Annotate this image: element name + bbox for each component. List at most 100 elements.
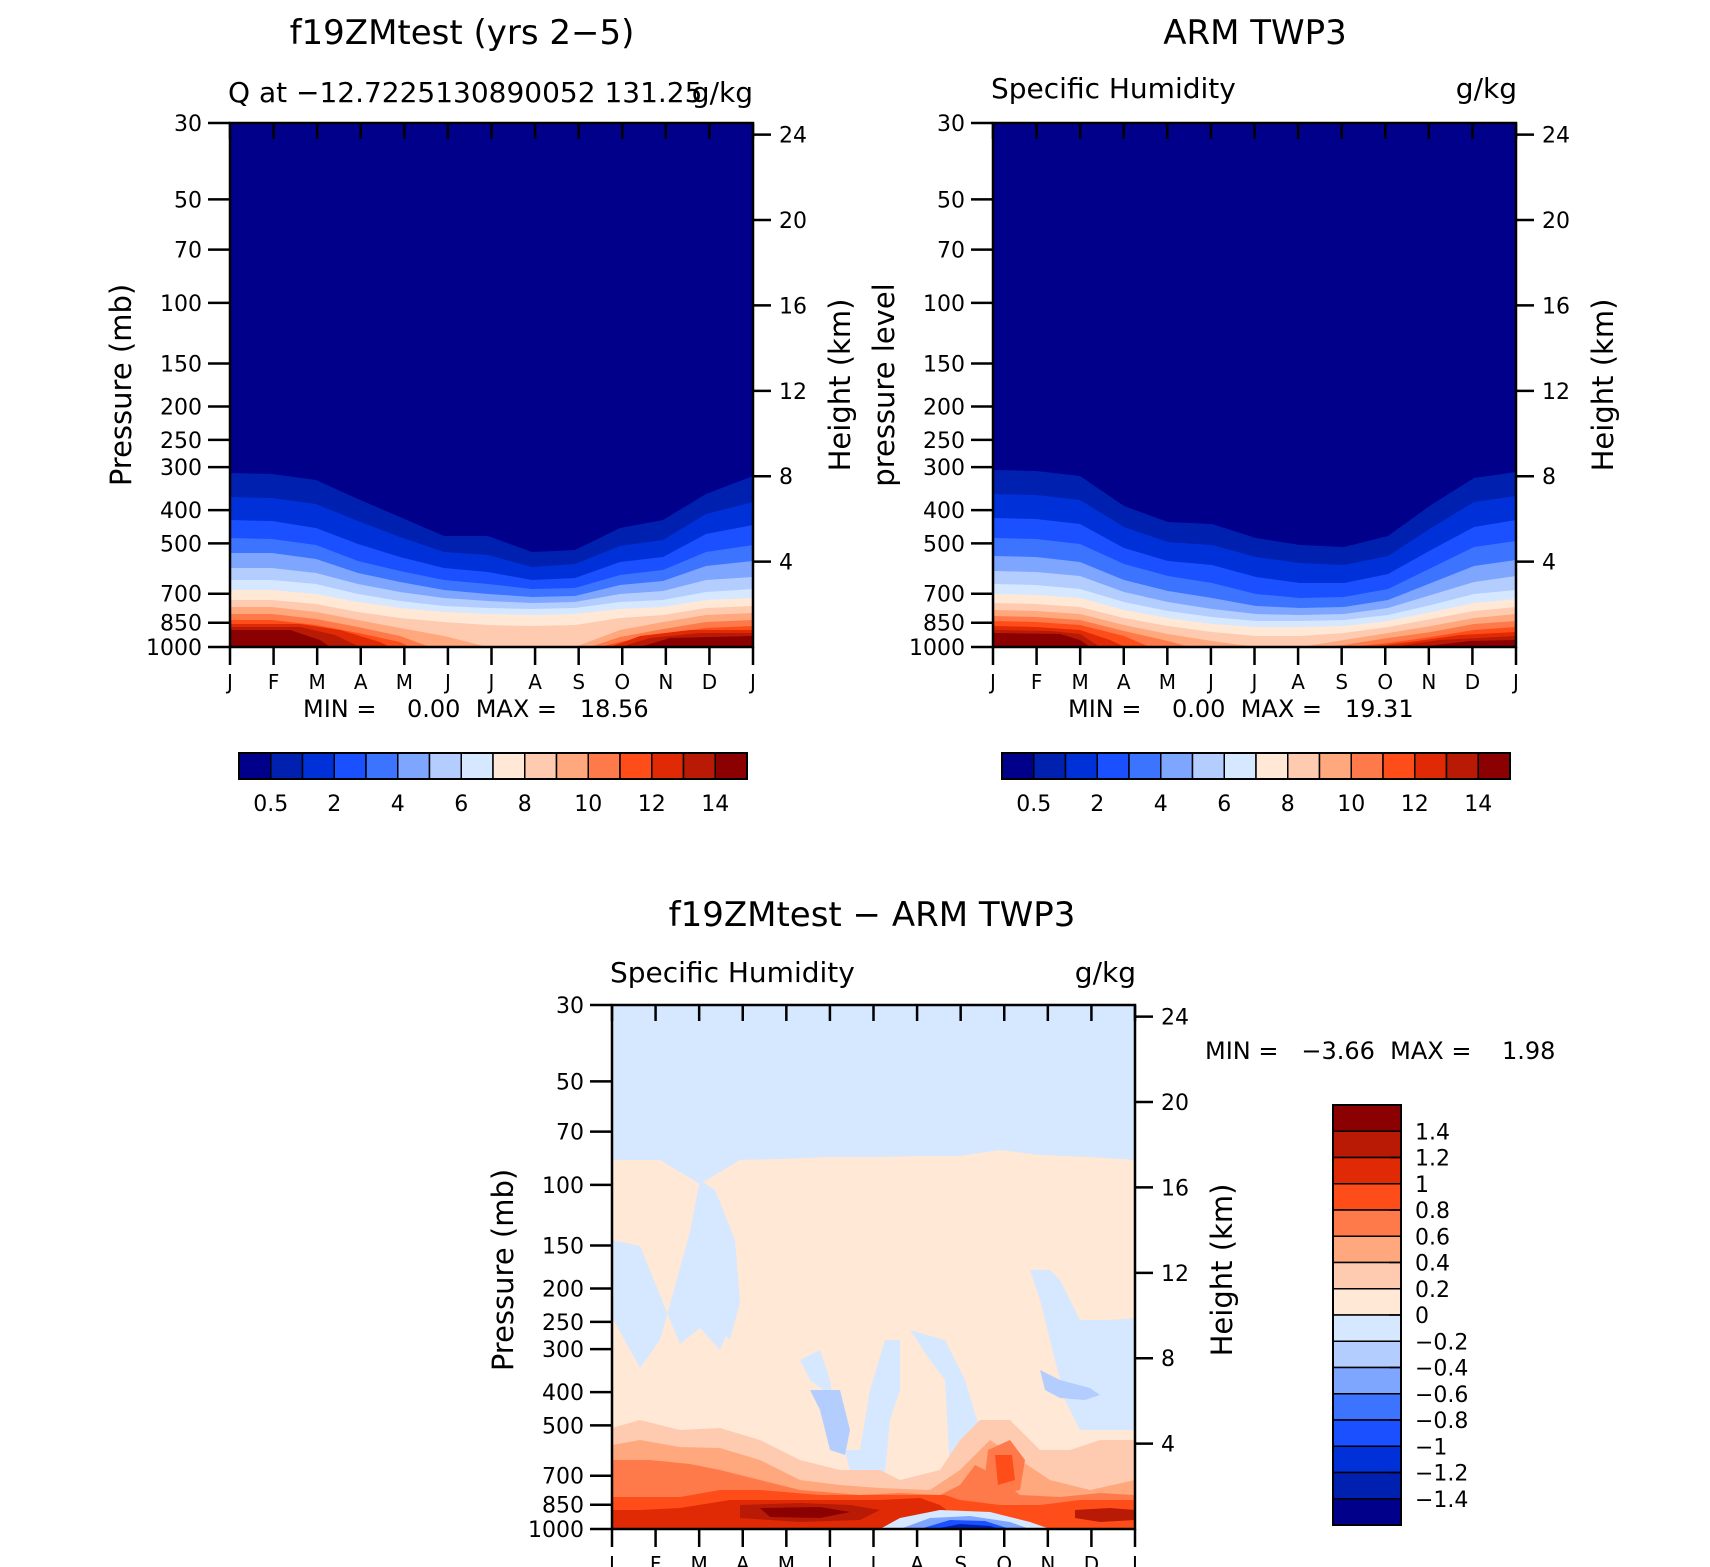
pressure-tick-label: 300 [160, 456, 202, 481]
month-tick-label: J [443, 670, 451, 694]
colorbar-swatch [1332, 1261, 1402, 1290]
plot-area [228, 121, 755, 649]
colorbar: 0.5 2 4 6 8 10 12 14 [238, 752, 748, 817]
pressure-tick-label: 700 [542, 1465, 584, 1490]
height-tick-label: 8 [779, 465, 793, 490]
month-tick-label: J [607, 1552, 615, 1567]
month-tick-label: A [1117, 670, 1131, 694]
height-tick-label: 4 [779, 551, 793, 576]
colorbar-swatch [619, 752, 653, 780]
colorbar-label: 12 [638, 792, 666, 817]
month-tick-label: A [528, 670, 542, 694]
pressure-tick-label: 250 [542, 1311, 584, 1336]
panel-diff: f19ZMtest − ARM TWP3 Specific Humidity g… [486, 895, 1555, 1567]
colorbar-swatch [1332, 1104, 1402, 1132]
colorbar-swatch [1332, 1314, 1402, 1342]
panel-model: f19ZMtest (yrs 2−5) Q at −12.72251308900… [104, 13, 857, 817]
pressure-tick-label: 400 [542, 1381, 584, 1406]
month-tick-label: A [1291, 670, 1305, 694]
month-tick-label: A [354, 670, 368, 694]
colorbar-swatch [333, 752, 367, 780]
month-tick-label: M [1072, 670, 1089, 694]
pressure-tick-label: 50 [174, 188, 202, 213]
colorbar-swatch [1332, 1130, 1402, 1159]
month-tick-label: F [1031, 670, 1043, 694]
month-tick-label: A [910, 1552, 924, 1567]
min-max-readout: MIN = 0.00 MAX = 18.56 [303, 695, 649, 723]
colorbar-label: 4 [391, 792, 405, 817]
colorbar-swatch [587, 752, 621, 780]
panel-subtitle-right: g/kg [692, 76, 753, 109]
colorbar-label: 12 [1401, 792, 1429, 817]
pressure-tick-label: 100 [542, 1174, 584, 1199]
contour-fill-band [760, 1507, 850, 1518]
pressure-tick-label: 30 [556, 994, 584, 1019]
pressure-tick-label: 400 [160, 499, 202, 524]
pressure-tick-label: 70 [556, 1121, 584, 1146]
colorbar-label: 4 [1154, 792, 1168, 817]
month-tick-label: D [1465, 670, 1480, 694]
pressure-tick-label: 500 [923, 532, 965, 557]
colorbar-swatch [1332, 1366, 1402, 1395]
colorbar-swatch [1382, 752, 1416, 780]
colorbar-swatch [397, 752, 431, 780]
pressure-tick-label: 400 [923, 499, 965, 524]
colorbar-swatch [492, 752, 526, 780]
colorbar-swatch [1332, 1156, 1402, 1185]
pressure-tick-label: 500 [160, 532, 202, 557]
month-tick-label: O [1377, 670, 1393, 694]
colorbar-swatch [1332, 1340, 1402, 1369]
colorbar-swatch [1033, 752, 1067, 780]
colorbar-swatch [1064, 752, 1098, 780]
height-tick-label: 20 [1542, 209, 1570, 234]
month-tick-label: F [268, 670, 280, 694]
colorbar-label: 0.5 [1016, 792, 1051, 817]
pressure-tick-label: 150 [542, 1235, 584, 1260]
month-tick-label: S [572, 670, 585, 694]
colorbar-label: 0.4 [1415, 1252, 1450, 1277]
month-tick-label: O [996, 1552, 1012, 1567]
colorbar-label: 8 [518, 792, 532, 817]
contour-fill-band [993, 621, 1516, 647]
colorbar-label: −1.4 [1415, 1488, 1468, 1513]
colorbar-swatch [1445, 752, 1479, 780]
colorbar-label: 6 [454, 792, 468, 817]
month-tick-label: N [658, 670, 673, 694]
panel-subtitle-left: Specific Humidity [991, 72, 1236, 105]
height-tick-label: 8 [1161, 1347, 1175, 1372]
height-tick-label: 12 [779, 380, 807, 405]
colorbar-swatch [428, 752, 462, 780]
colorbar-label: 0.6 [1415, 1225, 1450, 1250]
right-axis-label: Height (km) [1586, 299, 1620, 472]
month-tick-label: D [702, 670, 717, 694]
colorbar-label: 14 [701, 792, 729, 817]
panel-subtitle-right: g/kg [1456, 72, 1517, 105]
pressure-tick-label: 150 [923, 353, 965, 378]
height-tick-label: 24 [1161, 1006, 1189, 1031]
colorbar-swatch [1332, 1445, 1402, 1474]
month-tick-label: A [736, 1552, 750, 1567]
colorbar-label: 1.2 [1415, 1147, 1450, 1172]
contour-fill-band [810, 1390, 850, 1455]
colorbar-swatch [555, 752, 589, 780]
colorbar-swatch [1350, 752, 1384, 780]
pressure-tick-label: 850 [542, 1494, 584, 1519]
height-tick-label: 4 [1161, 1433, 1175, 1458]
height-tick-label: 16 [1161, 1176, 1189, 1201]
colorbar-label: 2 [327, 792, 341, 817]
month-tick-label: M [1159, 670, 1176, 694]
min-max-readout: MIN = −3.66 MAX = 1.98 [1205, 1037, 1555, 1065]
colorbar-swatch [1128, 752, 1162, 780]
colorbar-label: −1 [1415, 1435, 1447, 1460]
colorbar-swatch [1160, 752, 1194, 780]
colorbar-label: 14 [1464, 792, 1492, 817]
month-tick-label: J [487, 670, 495, 694]
pressure-tick-label: 100 [923, 292, 965, 317]
colorbar-swatch [1255, 752, 1289, 780]
colorbar-swatch [270, 752, 304, 780]
left-axis-label: pressure level [867, 283, 901, 486]
pressure-tick-label: 850 [160, 612, 202, 637]
month-tick-label: J [1250, 670, 1258, 694]
colorbar-swatch [1332, 1393, 1402, 1421]
